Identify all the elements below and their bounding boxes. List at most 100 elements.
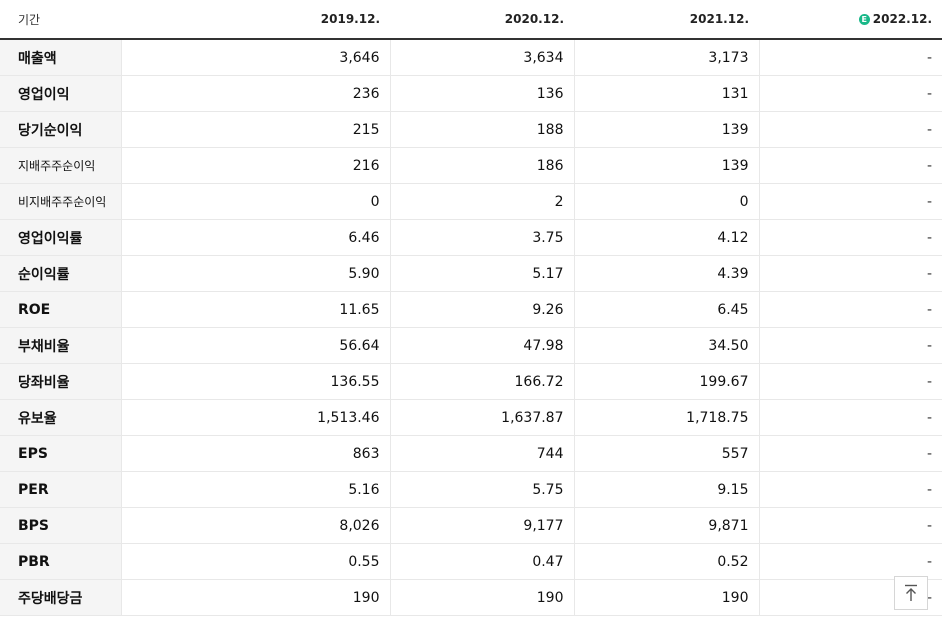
row-label: 영업이익 <box>0 75 121 112</box>
row-label: 당좌비율 <box>0 363 121 400</box>
cell-value: 136 <box>389 75 574 112</box>
cell-value: 236 <box>120 75 390 112</box>
cell-value: 863 <box>120 435 390 472</box>
row-label: 부채비율 <box>0 327 121 364</box>
year-header: 2021.12. <box>574 0 759 40</box>
cell-value: - <box>758 543 942 580</box>
row-label: BPS <box>0 507 121 544</box>
cell-value: 8,026 <box>120 507 390 544</box>
cell-value: 166.72 <box>389 363 574 400</box>
cell-value: - <box>758 471 942 508</box>
scroll-to-top-button[interactable] <box>894 576 928 610</box>
cell-value: - <box>758 183 942 220</box>
cell-value: 1,718.75 <box>573 399 759 436</box>
cell-value: 9.26 <box>389 291 574 328</box>
table-row: 순이익률 5.90 5.17 4.39 - <box>0 255 942 292</box>
cell-value: 131 <box>573 75 759 112</box>
arrow-up-to-top-icon <box>903 584 919 602</box>
cell-value: 11.65 <box>120 291 390 328</box>
row-label: 영업이익률 <box>0 219 121 256</box>
table-row: PBR 0.55 0.47 0.52 - <box>0 543 942 580</box>
table-row: 지배주주순이익 216 186 139 - <box>0 147 942 184</box>
cell-value: 1,513.46 <box>120 399 390 436</box>
table-row: 매출액 3,646 3,634 3,173 - <box>0 39 942 76</box>
cell-value: - <box>758 507 942 544</box>
table-row: 주당배당금 190 190 190 - <box>0 579 942 616</box>
cell-value: - <box>758 291 942 328</box>
cell-value: - <box>758 327 942 364</box>
row-label: 비지배주주순이익 <box>0 183 121 220</box>
cell-value: 744 <box>389 435 574 472</box>
cell-value: - <box>758 363 942 400</box>
row-label: 매출액 <box>0 39 121 76</box>
cell-value: 5.16 <box>120 471 390 508</box>
table-row: 비지배주주순이익 0 2 0 - <box>0 183 942 220</box>
cell-value: 186 <box>389 147 574 184</box>
cell-value: 3,173 <box>573 39 759 76</box>
cell-value: 0 <box>120 183 390 220</box>
cell-value: 136.55 <box>120 363 390 400</box>
cell-value: 34.50 <box>573 327 759 364</box>
cell-value: 0.47 <box>389 543 574 580</box>
cell-value: - <box>758 75 942 112</box>
cell-value: 557 <box>573 435 759 472</box>
cell-value: 188 <box>389 111 574 148</box>
cell-value: 9,871 <box>573 507 759 544</box>
row-label: PBR <box>0 543 121 580</box>
year-header-label: 2022.12. <box>872 12 932 26</box>
table-row: BPS 8,026 9,177 9,871 - <box>0 507 942 544</box>
cell-value: 5.75 <box>389 471 574 508</box>
cell-value: 216 <box>120 147 390 184</box>
year-header: 2019.12. <box>121 0 390 40</box>
cell-value: 215 <box>120 111 390 148</box>
cell-value: 2 <box>389 183 574 220</box>
cell-value: - <box>758 435 942 472</box>
table-row: 당기순이익 215 188 139 - <box>0 111 942 148</box>
cell-value: 190 <box>389 579 574 616</box>
cell-value: 5.17 <box>389 255 574 292</box>
cell-value: 9,177 <box>389 507 574 544</box>
table-row: EPS 863 744 557 - <box>0 435 942 472</box>
table-row: PER 5.16 5.75 9.15 - <box>0 471 942 508</box>
year-header: 2020.12. <box>390 0 574 40</box>
cell-value: 47.98 <box>389 327 574 364</box>
cell-value: 56.64 <box>120 327 390 364</box>
row-label: 순이익률 <box>0 255 121 292</box>
row-label: EPS <box>0 435 121 472</box>
cell-value: 0.52 <box>573 543 759 580</box>
cell-value: 6.45 <box>573 291 759 328</box>
estimate-badge-icon: E <box>858 14 870 25</box>
cell-value: - <box>758 399 942 436</box>
cell-value: 5.90 <box>120 255 390 292</box>
row-label: PER <box>0 471 121 508</box>
cell-value: 3.75 <box>389 219 574 256</box>
cell-value: 4.39 <box>573 255 759 292</box>
cell-value: - <box>758 219 942 256</box>
cell-value: 0.55 <box>120 543 390 580</box>
cell-value: 3,646 <box>120 39 390 76</box>
year-header-estimate: E 2022.12. <box>759 0 942 40</box>
row-label: ROE <box>0 291 121 328</box>
table-row: 당좌비율 136.55 166.72 199.67 - <box>0 363 942 400</box>
cell-value: 4.12 <box>573 219 759 256</box>
cell-value: 3,634 <box>389 39 574 76</box>
table-row: 영업이익률 6.46 3.75 4.12 - <box>0 219 942 256</box>
cell-value: 9.15 <box>573 471 759 508</box>
row-label: 주당배당금 <box>0 579 121 616</box>
cell-value: - <box>758 111 942 148</box>
cell-value: 199.67 <box>573 363 759 400</box>
cell-value: 190 <box>573 579 759 616</box>
table-header-row: 기간 2019.12. 2020.12. 2021.12. E 2022.12. <box>0 0 942 40</box>
row-label: 지배주주순이익 <box>0 147 121 184</box>
cell-value: 139 <box>573 147 759 184</box>
table-row: ROE 11.65 9.26 6.45 - <box>0 291 942 328</box>
row-label: 당기순이익 <box>0 111 121 148</box>
table-row: 영업이익 236 136 131 - <box>0 75 942 112</box>
cell-value: 6.46 <box>120 219 390 256</box>
cell-value: - <box>758 147 942 184</box>
cell-value: - <box>758 39 942 76</box>
cell-value: 0 <box>573 183 759 220</box>
period-header: 기간 <box>0 0 121 40</box>
table-row: 부채비율 56.64 47.98 34.50 - <box>0 327 942 364</box>
